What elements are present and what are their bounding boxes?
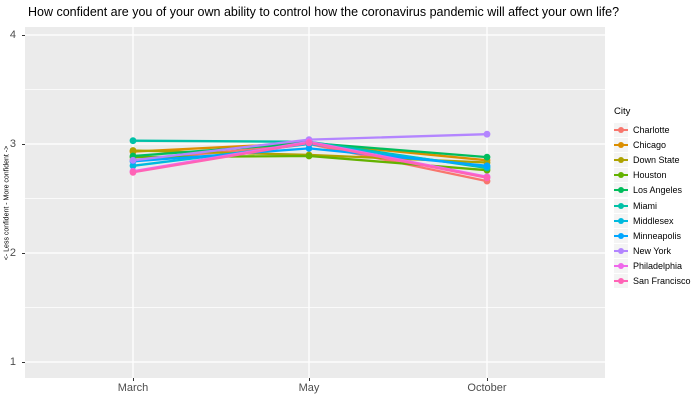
legend-item-miami: Miami bbox=[614, 198, 691, 213]
y-tick-label-2: 2 bbox=[9, 247, 16, 259]
legend-key-icon bbox=[614, 274, 628, 289]
legend-label: Minneapolis bbox=[633, 230, 682, 241]
point-san-francisco-may bbox=[305, 139, 313, 147]
legend-key-icon bbox=[614, 183, 628, 198]
x-tick-label-march: March bbox=[117, 382, 149, 394]
x-tick-mark bbox=[133, 378, 134, 381]
point-down-state-march bbox=[129, 147, 137, 154]
point-san-francisco-october bbox=[483, 174, 491, 182]
chart-title: How confident are you of your own abilit… bbox=[28, 5, 620, 19]
point-los-angeles-october bbox=[483, 153, 491, 161]
x-tick-mark bbox=[487, 378, 488, 381]
legend-title: City bbox=[614, 106, 631, 117]
legend-key-icon bbox=[614, 198, 628, 213]
x-tick-label-may: May bbox=[298, 382, 320, 394]
legend-item-new-york: New York bbox=[614, 244, 691, 259]
y-tick-label-1: 1 bbox=[9, 356, 16, 368]
legend-label: Los Angeles bbox=[633, 185, 683, 196]
legend-item-houston: Houston bbox=[614, 168, 691, 183]
y-tick-mark bbox=[22, 144, 25, 145]
plot-panel bbox=[25, 27, 605, 378]
legend-label: Philadelphia bbox=[633, 261, 683, 272]
legend-key-icon bbox=[614, 244, 628, 259]
legend-label: Chicago bbox=[633, 139, 667, 150]
y-tick-mark bbox=[22, 253, 25, 254]
point-miami-march bbox=[129, 137, 137, 145]
y-tick-mark bbox=[22, 362, 25, 363]
panel-background bbox=[25, 27, 605, 378]
legend-item-philadelphia: Philadelphia bbox=[614, 259, 691, 274]
legend-key-icon bbox=[614, 213, 628, 228]
legend-item-minneapolis: Minneapolis bbox=[614, 228, 691, 243]
legend: City Charlotte Chicago Down State Houston Lo… bbox=[614, 106, 691, 289]
legend-items: Charlotte Chicago Down State Houston Los Ang… bbox=[614, 122, 691, 289]
legend-item-chicago: Chicago bbox=[614, 137, 691, 152]
legend-label: Miami bbox=[633, 200, 657, 211]
legend-key-icon bbox=[614, 137, 628, 152]
point-new-york-march bbox=[129, 156, 137, 164]
point-houston-may bbox=[305, 152, 313, 160]
x-tick-label-october: October bbox=[467, 382, 507, 394]
x-tick-mark bbox=[309, 378, 310, 381]
legend-key-icon bbox=[614, 122, 628, 137]
legend-label: Middlesex bbox=[633, 215, 674, 226]
y-axis-title: <- Less confident - More confident -> bbox=[3, 145, 11, 261]
y-tick-mark bbox=[22, 35, 25, 36]
legend-label: Charlotte bbox=[633, 124, 670, 135]
legend-item-san-francisco: San Francisco bbox=[614, 274, 691, 289]
legend-label: San Francisco bbox=[633, 276, 691, 287]
legend-label: New York bbox=[633, 246, 672, 257]
point-san-francisco-march bbox=[129, 168, 137, 176]
legend-label: Down State bbox=[633, 154, 680, 165]
legend-key-icon bbox=[614, 152, 628, 167]
point-new-york-october bbox=[483, 130, 491, 138]
legend-key-icon bbox=[614, 259, 628, 274]
legend-item-los-angeles: Los Angeles bbox=[614, 183, 691, 198]
legend-label: Houston bbox=[633, 170, 667, 181]
point-minneapolis-may bbox=[305, 145, 313, 152]
legend-item-middlesex: Middlesex bbox=[614, 213, 691, 228]
legend-item-down-state: Down State bbox=[614, 152, 691, 167]
point-minneapolis-october bbox=[483, 162, 491, 170]
legend-key-icon bbox=[614, 168, 628, 183]
legend-item-charlotte: Charlotte bbox=[614, 122, 691, 137]
legend-key-icon bbox=[614, 228, 628, 243]
plot-canvas bbox=[25, 27, 605, 378]
y-tick-label-3: 3 bbox=[9, 138, 16, 150]
y-tick-label-4: 4 bbox=[9, 29, 16, 41]
